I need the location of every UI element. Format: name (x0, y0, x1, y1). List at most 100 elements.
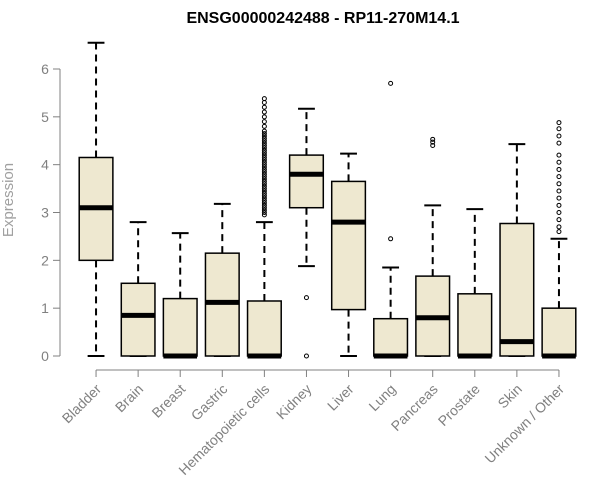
outlier-point (556, 126, 562, 132)
outlier-point (261, 212, 267, 218)
outlier-point (261, 119, 267, 125)
outlier-point (261, 131, 267, 137)
outlier-point (261, 152, 267, 158)
outlier-point (261, 190, 267, 196)
y-tick-label: 6 (41, 61, 49, 77)
box-gastric (204, 202, 240, 357)
outlier-point (556, 140, 562, 146)
outlier-point (261, 174, 267, 180)
outlier-point (261, 188, 267, 194)
outlier-point (261, 210, 267, 215)
y-tick-label: 3 (41, 205, 49, 221)
outlier-point (303, 295, 309, 301)
outlier-point (261, 157, 267, 163)
box-rect (120, 282, 156, 357)
outlier-point (261, 162, 267, 168)
outlier-point (261, 164, 267, 170)
box-rect (330, 180, 367, 311)
y-axis-label: Expression (0, 163, 17, 237)
outlier-point (556, 181, 562, 187)
box-breast (162, 232, 198, 359)
box-rect (288, 154, 325, 209)
outlier-point (556, 133, 562, 139)
outlier-point (261, 133, 267, 139)
outlier-point (556, 188, 562, 194)
outlier-point (430, 143, 436, 149)
x-tick-label: Prostate (435, 381, 483, 429)
box-unknown-other (541, 120, 577, 359)
outlier-point (261, 176, 267, 182)
outlier-point (261, 154, 267, 160)
box-lung (373, 80, 409, 359)
box-hematopoietic-cells (246, 96, 282, 359)
x-tick-label: Pancreas (388, 381, 441, 434)
outlier-point (261, 138, 267, 144)
outlier-point (261, 193, 267, 199)
y-tick-label: 4 (41, 157, 49, 173)
box-rect (457, 293, 493, 357)
outlier-point (261, 135, 267, 141)
outlier-point (556, 202, 562, 208)
box-pancreas (415, 136, 451, 357)
y-tick-label: 5 (41, 109, 49, 125)
box-rect (246, 300, 282, 357)
chart-title: ENSG00000242488 - RP11-270M14.1 (186, 10, 459, 27)
outlier-point (261, 96, 267, 102)
y-tick-label: 1 (41, 300, 49, 316)
y-tick-label: 2 (41, 252, 49, 268)
outlier-point (388, 80, 394, 86)
box-rect (541, 307, 577, 357)
outlier-point (556, 152, 562, 158)
outlier-point (556, 159, 562, 165)
outlier-point (261, 150, 267, 156)
box-brain (120, 221, 156, 357)
outlier-point (261, 128, 267, 134)
x-tick-label: Kidney (273, 381, 315, 423)
outlier-point (261, 159, 267, 165)
boxes-layer (78, 41, 577, 359)
outlier-point (261, 140, 267, 146)
outlier-point (261, 147, 267, 153)
outlier-point (556, 195, 562, 201)
x-tick-label: Liver (324, 381, 357, 414)
outlier-point (430, 136, 436, 142)
x-tick-label: Brain (112, 381, 146, 415)
outlier-point (261, 145, 267, 151)
box-bladder (78, 41, 114, 357)
outlier-point (261, 200, 267, 206)
outlier-point (261, 143, 267, 149)
x-tick-label: Lung (365, 381, 398, 414)
outlier-point (261, 207, 267, 213)
outlier-point (556, 166, 562, 172)
outlier-point (303, 353, 309, 359)
box-liver (330, 152, 367, 357)
outlier-point (261, 181, 267, 187)
box-rect (373, 317, 409, 357)
outlier-point (261, 178, 267, 184)
outlier-point (261, 202, 267, 208)
box-prostate (457, 208, 493, 359)
outlier-point (261, 198, 267, 204)
box-skin (499, 143, 535, 357)
outlier-point (261, 186, 267, 192)
x-tick-label: Bladder (59, 381, 105, 427)
outlier-point (261, 169, 267, 175)
outlier-point (261, 114, 267, 120)
outlier-point (261, 205, 267, 211)
outlier-point (261, 183, 267, 189)
outlier-point (261, 104, 267, 110)
outlier-point (388, 236, 394, 242)
outlier-point (556, 217, 562, 223)
box-rect (499, 222, 535, 357)
y-axis: 0 1 2 3 4 5 6 (41, 61, 61, 364)
box-kidney (288, 107, 325, 359)
outlier-point (556, 229, 562, 235)
outlier-point (261, 166, 267, 172)
x-tick-label: Breast (148, 381, 188, 421)
outlier-point (556, 224, 562, 230)
outlier-point (261, 195, 267, 201)
outlier-point (556, 210, 562, 215)
outlier-point (261, 109, 267, 115)
